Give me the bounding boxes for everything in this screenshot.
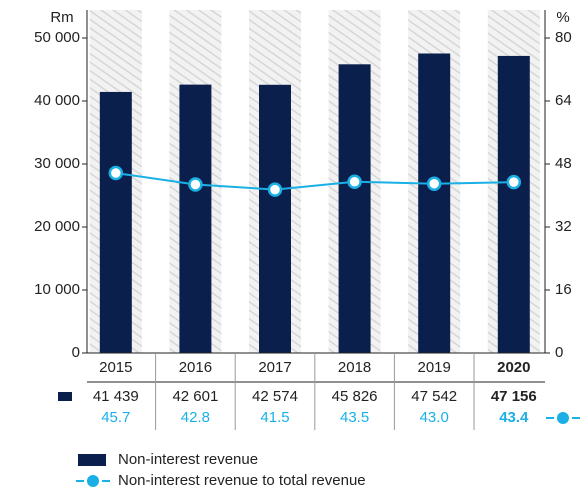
data-label: 42 574 (252, 388, 298, 405)
y-axis-label: Rm (50, 9, 73, 26)
y2-tick-label: 80 (555, 29, 572, 46)
x-tick-label: 2020 (497, 359, 530, 376)
y2-tick-label: 16 (555, 281, 572, 298)
y-tick-label: 30 000 (34, 155, 80, 172)
legend-label: Non-interest revenue (118, 451, 258, 468)
bar (179, 84, 212, 353)
point (347, 174, 362, 189)
bar (497, 55, 530, 353)
x-tick-label: 2016 (179, 359, 212, 376)
data-label: 42 601 (172, 388, 218, 405)
point (108, 165, 124, 181)
table-key (58, 392, 72, 401)
y2-tick-label: 64 (555, 92, 572, 109)
y2-tick-label: 32 (555, 218, 572, 235)
point (506, 174, 522, 190)
y-tick-label: 50 000 (34, 29, 80, 46)
x-tick-label: 2017 (258, 359, 291, 376)
bar (418, 53, 451, 353)
data-label: 43.4 (499, 409, 529, 426)
legend-marker (87, 475, 99, 487)
y-tick-label: 0 (72, 344, 80, 361)
y2-axis-label: % (556, 9, 569, 26)
legend-swatch (78, 454, 106, 466)
x-tick-label: 2019 (418, 359, 451, 376)
data-label: 47 542 (411, 388, 457, 405)
data-label: 41.5 (260, 409, 289, 426)
point (426, 176, 442, 191)
bar (259, 84, 291, 353)
point (267, 182, 283, 197)
y2-tick-label: 0 (555, 344, 563, 361)
data-label: 45 826 (332, 388, 378, 405)
data-label: 45.7 (101, 409, 130, 426)
y-tick-label: 40 000 (34, 92, 80, 109)
x-tick-label: 2015 (99, 359, 132, 376)
data-label: 43.0 (420, 409, 449, 426)
data-label: 42.8 (181, 409, 210, 426)
y2-tick-label: 48 (555, 155, 572, 172)
bar (99, 91, 132, 354)
y-tick-label: 20 000 (34, 218, 80, 235)
x-tick-label: 2018 (338, 359, 371, 376)
data-label: 47 156 (491, 388, 537, 405)
line (115, 172, 514, 191)
legend-label: Non-interest revenue to total revenue (118, 472, 366, 489)
legend-marker (557, 412, 569, 424)
y-tick-label: 10 000 (34, 281, 80, 298)
data-label: 41 439 (93, 388, 139, 405)
data-label: 43.5 (340, 409, 369, 426)
point (188, 177, 203, 192)
bar (338, 64, 371, 353)
